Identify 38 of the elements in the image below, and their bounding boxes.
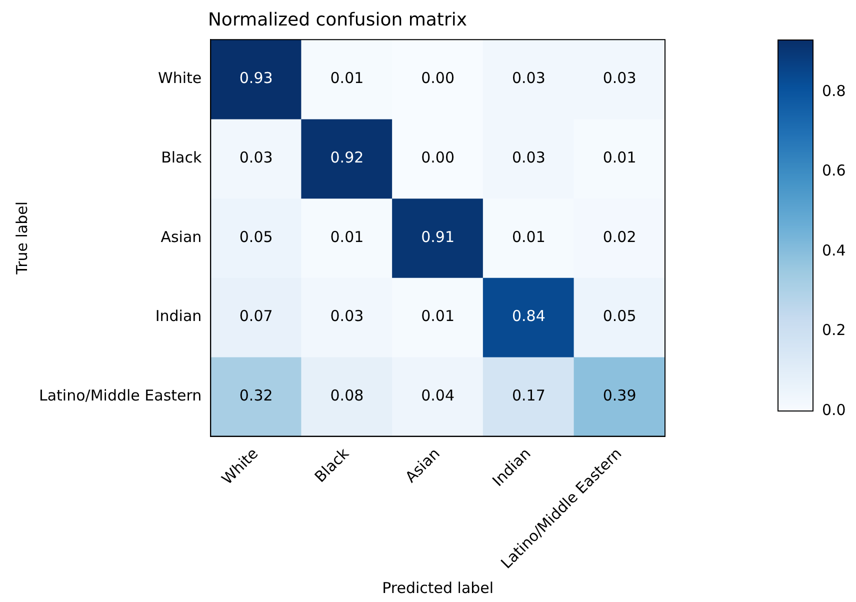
data-label: 0.00 bbox=[421, 148, 455, 166]
y-tick-label: Indian bbox=[155, 307, 202, 326]
data-label: 0.84 bbox=[512, 307, 546, 326]
data-label: 0.03 bbox=[512, 69, 546, 88]
data-label: 0.91 bbox=[421, 228, 455, 246]
data-label: 0.03 bbox=[602, 69, 636, 88]
color-bar-label: 0.2 bbox=[822, 321, 846, 340]
data-label: 0.02 bbox=[602, 228, 636, 246]
data-label: 0.01 bbox=[330, 69, 364, 88]
data-label: 0.00 bbox=[421, 69, 455, 88]
color-bar-label: 0.6 bbox=[822, 162, 846, 180]
data-label: 0.01 bbox=[330, 228, 364, 246]
y-tick-label: Asian bbox=[160, 228, 202, 246]
chart-title: Normalized confusion matrix bbox=[208, 9, 468, 30]
data-label: 0.05 bbox=[239, 228, 273, 246]
data-label: 0.39 bbox=[602, 386, 636, 404]
data-label: 0.07 bbox=[239, 307, 273, 326]
data-label: 0.05 bbox=[602, 307, 636, 326]
data-label: 0.01 bbox=[602, 148, 636, 166]
data-label: 0.04 bbox=[421, 386, 455, 404]
y-tick-label: Latino/Middle Eastern bbox=[39, 386, 202, 404]
color-bar-label: 0.4 bbox=[822, 241, 846, 260]
data-label: 0.01 bbox=[512, 228, 546, 246]
y-tick-label: White bbox=[158, 69, 202, 88]
data-label: 0.32 bbox=[239, 386, 273, 404]
data-label: 0.17 bbox=[512, 386, 546, 404]
data-label: 0.92 bbox=[330, 148, 364, 166]
data-label: 0.01 bbox=[421, 307, 455, 326]
color-bar-label: 0.0 bbox=[822, 400, 846, 419]
data-label: 0.03 bbox=[512, 148, 546, 166]
color-bar-label: 0.8 bbox=[822, 82, 846, 100]
data-label: 0.03 bbox=[330, 307, 364, 326]
data-label: 0.03 bbox=[239, 148, 273, 166]
data-label: 0.93 bbox=[239, 69, 273, 88]
y-tick-label: Black bbox=[161, 148, 202, 166]
y-axis-title: True label bbox=[12, 201, 31, 276]
x-axis-title: Predicted label bbox=[382, 578, 494, 597]
data-label: 0.08 bbox=[330, 386, 364, 404]
